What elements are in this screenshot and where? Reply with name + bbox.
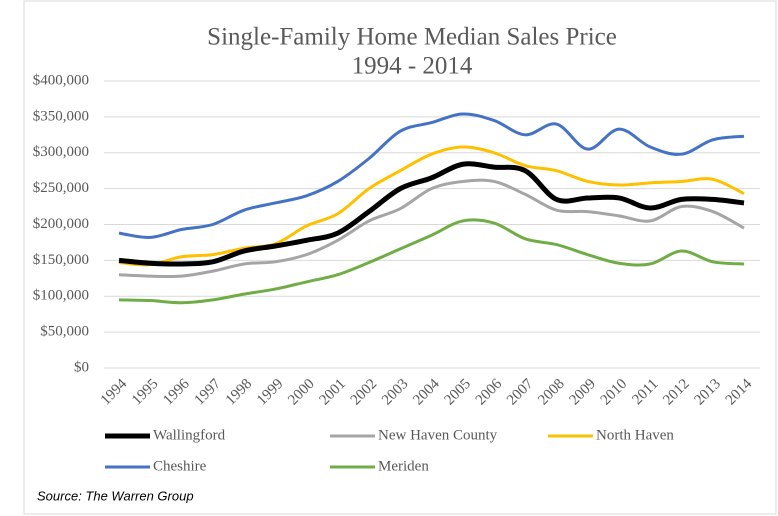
legend-label: Wallingford bbox=[153, 427, 226, 443]
y-tick-label: $150,000 bbox=[33, 252, 89, 268]
y-tick-label: $0 bbox=[74, 359, 89, 375]
y-tick-label: $100,000 bbox=[33, 288, 89, 304]
line bbox=[118, 178, 745, 279]
y-tick-label: $50,000 bbox=[40, 324, 89, 340]
chart-title: Single-Family Home Median Sales Price bbox=[207, 24, 617, 51]
line bbox=[118, 218, 745, 305]
y-tick-label: $200,000 bbox=[33, 216, 89, 232]
legend-label: New Haven County bbox=[378, 427, 498, 443]
y-tick-label: $300,000 bbox=[33, 144, 89, 160]
legend-label: North Haven bbox=[596, 427, 674, 443]
legend-label: Cheshire bbox=[153, 458, 207, 474]
legend-label: Meriden bbox=[378, 458, 429, 474]
y-tick-label: $350,000 bbox=[33, 108, 89, 124]
chart-subtitle: 1994 - 2014 bbox=[352, 53, 473, 80]
y-tick-label: $250,000 bbox=[33, 180, 89, 196]
line bbox=[118, 145, 745, 267]
source: Source: The Warren Group bbox=[37, 488, 194, 503]
y-tick-label: $400,000 bbox=[33, 72, 89, 88]
chart-border bbox=[23, 0, 777, 515]
line bbox=[118, 161, 745, 267]
line bbox=[118, 112, 745, 239]
